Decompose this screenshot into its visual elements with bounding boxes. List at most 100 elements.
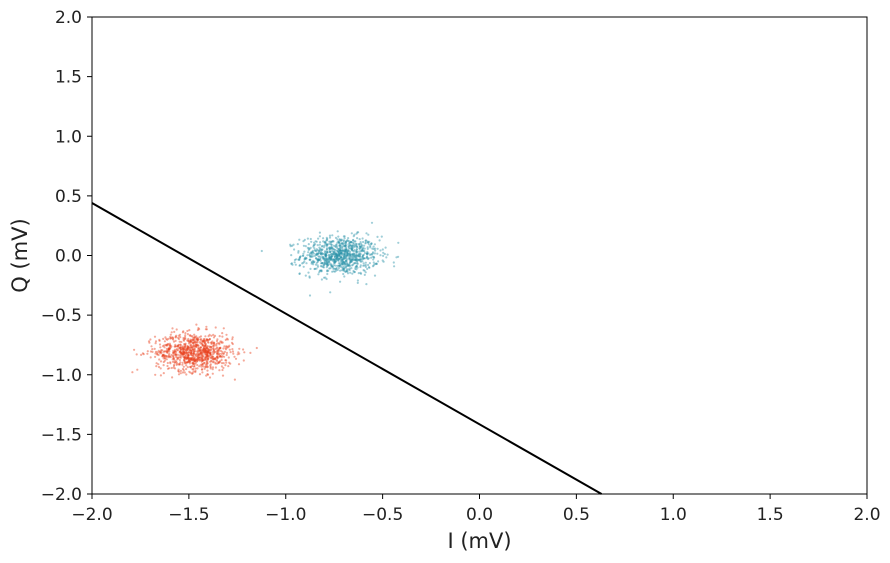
scatter-point	[208, 349, 211, 352]
scatter-point	[309, 267, 312, 270]
scatter-point	[193, 358, 196, 361]
scatter-point	[319, 269, 322, 272]
scatter-point	[338, 264, 341, 267]
scatter-point	[365, 283, 368, 286]
scatter-point	[190, 358, 193, 361]
scatter-point	[337, 248, 340, 251]
scatter-point	[340, 256, 343, 259]
scatter-point	[211, 342, 215, 345]
scatter-point	[317, 252, 320, 255]
scatter-point	[193, 336, 196, 339]
scatter-point	[189, 346, 192, 349]
scatter-point	[343, 262, 346, 265]
scatter-point	[242, 348, 245, 351]
scatter-point	[342, 272, 345, 276]
scatter-point	[229, 351, 232, 354]
scatter-point	[366, 252, 369, 255]
scatter-point	[312, 244, 315, 247]
scatter-point	[364, 263, 367, 267]
scatter-point	[213, 341, 216, 344]
scatter-point	[205, 353, 208, 356]
scatter-point	[177, 357, 180, 360]
scatter-point	[196, 328, 199, 332]
scatter-point	[200, 352, 203, 356]
scatter-point	[361, 256, 364, 259]
scatter-point	[195, 344, 198, 347]
scatter-point	[187, 354, 190, 357]
scatter-point	[329, 267, 332, 270]
scatter-point	[165, 355, 168, 358]
scatter-point	[159, 367, 162, 370]
scatter-point	[195, 323, 198, 326]
scatter-point	[350, 246, 353, 249]
scatter-point	[372, 258, 375, 261]
scatter-point	[209, 366, 212, 369]
scatter-point	[336, 238, 339, 241]
scatter-point	[317, 255, 320, 258]
scatter-point	[321, 252, 324, 255]
scatter-point	[205, 350, 208, 353]
scatter-point	[336, 254, 339, 257]
scatter-point	[203, 361, 206, 364]
scatter-point	[332, 258, 336, 261]
scatter-point	[334, 256, 337, 259]
scatter-point	[324, 258, 327, 261]
scatter-point	[181, 353, 184, 356]
scatter-point	[338, 257, 341, 261]
scatter-point	[318, 255, 321, 258]
scatter-point	[186, 339, 189, 342]
scatter-point	[356, 237, 359, 240]
scatter-point	[351, 249, 354, 252]
scatter-point	[322, 256, 325, 259]
scatter-point	[204, 357, 207, 360]
scatter-point	[334, 254, 337, 257]
scatter-point	[209, 346, 212, 349]
scatter-point	[351, 244, 354, 247]
scatter-point	[186, 366, 189, 369]
scatter-point	[307, 248, 310, 251]
scatter-point	[356, 231, 359, 234]
scatter-point	[333, 258, 336, 262]
scatter-point	[206, 350, 209, 353]
scatter-point	[344, 259, 347, 262]
scatter-point	[222, 327, 225, 330]
scatter-point	[320, 253, 323, 256]
scatter-point	[344, 270, 347, 273]
scatter-point	[146, 352, 149, 355]
scatter-point	[220, 358, 223, 362]
scatter-point	[328, 256, 331, 259]
scatter-point	[175, 363, 178, 366]
scatter-point	[192, 344, 195, 347]
scatter-point	[193, 359, 196, 362]
scatter-point	[198, 354, 201, 357]
scatter-point	[325, 254, 328, 257]
scatter-point	[209, 353, 212, 356]
scatter-point	[297, 250, 300, 253]
scatter-point	[189, 340, 192, 343]
scatter-point	[333, 267, 336, 270]
scatter-point	[348, 254, 352, 257]
scatter-point	[181, 352, 184, 355]
scatter-point	[218, 360, 222, 363]
scatter-point	[349, 255, 352, 258]
scatter-point	[355, 251, 358, 254]
scatter-point	[362, 249, 365, 252]
scatter-point	[397, 255, 400, 258]
scatter-point	[373, 256, 376, 259]
scatter-point	[339, 264, 342, 267]
scatter-point	[200, 355, 203, 358]
scatter-point	[358, 258, 362, 261]
scatter-point	[181, 353, 184, 356]
scatter-point	[184, 344, 187, 347]
scatter-point	[333, 258, 336, 261]
scatter-point	[354, 259, 358, 262]
scatter-point	[213, 343, 216, 346]
scatter-point	[171, 355, 175, 358]
scatter-point	[186, 361, 189, 364]
scatter-point	[179, 372, 182, 375]
scatter-point	[368, 262, 371, 265]
scatter-point	[243, 351, 246, 354]
scatter-point	[172, 366, 175, 369]
scatter-point	[191, 356, 194, 360]
scatter-point	[311, 251, 314, 254]
